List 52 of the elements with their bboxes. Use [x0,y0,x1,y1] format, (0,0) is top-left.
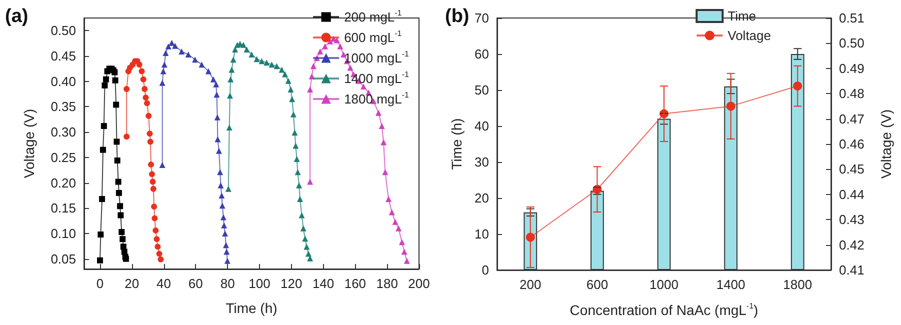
y-tick-label: 0 [482,262,489,278]
x-tick-label: 600 [586,277,608,292]
x-tick-label: 1800 [783,277,812,292]
y2-tick-label: 0.43 [839,212,864,228]
y-tick-label: 60 [474,46,489,62]
y2-tick-label: 0.47 [839,111,864,126]
y-tick-label: 50 [474,82,489,98]
chart-title: (a) [5,6,28,27]
y-tick-label: 0.05 [50,251,76,266]
x-tick-label: 0 [96,276,104,291]
legend-label: Voltage [728,28,771,43]
y-tick-label: 70 [474,10,489,26]
x-tick-label: 1400 [716,277,746,292]
y-tick-label: 40 [474,118,489,134]
y2-tick-label: 0.41 [839,262,864,278]
x-tick-label: 20 [124,276,140,291]
y-tick-label: 0.10 [50,226,76,242]
y-tick-label: 0.35 [50,99,76,114]
y2-tick-label: 0.48 [839,86,864,102]
y-tick-label: 10 [474,226,489,242]
x-tick-label: 160 [344,276,366,291]
x-tick-label: 60 [188,276,203,291]
y-tick-label: 0.25 [50,150,76,165]
x-tick-label: 200 [520,277,542,292]
y-tick-label: 0.20 [50,175,76,190]
x-tick-label: 40 [156,276,171,291]
y-axis-title: Time (h) [448,118,465,170]
y-tick-label: 0.50 [50,23,76,38]
chart-title: (b) [445,6,470,27]
y2-tick-label: 0.42 [839,237,864,252]
y-tick-label: 0.30 [50,124,76,140]
y-tick-label: 0.15 [50,200,76,216]
y2-tick-label: 0.50 [839,36,864,51]
y2-tick-label: 0.49 [839,60,864,76]
y2-tick-label: 0.46 [839,136,864,152]
x-tick-label: 100 [248,276,270,291]
x-tick-label: 120 [280,276,302,291]
y-tick-label: 30 [474,154,489,170]
x-axis-title: Time (h) [226,300,278,316]
y2-axis-title: Voltage (V) [878,109,894,179]
y-tick-label: 0.45 [50,48,76,64]
x-tick-label: 140 [312,276,334,291]
x-tick-label: 200 [408,276,430,291]
x-tick-label: 1000 [650,277,678,292]
y-axis-title: Voltage (V) [21,108,37,178]
y-tick-label: 0.40 [50,74,76,89]
x-tick-label: 80 [220,276,235,291]
y2-tick-label: 0.51 [839,10,864,26]
y2-tick-label: 0.44 [839,186,864,202]
x-tick-label: 180 [376,276,398,291]
y2-tick-label: 0.45 [839,162,864,177]
y-tick-label: 20 [474,190,489,206]
